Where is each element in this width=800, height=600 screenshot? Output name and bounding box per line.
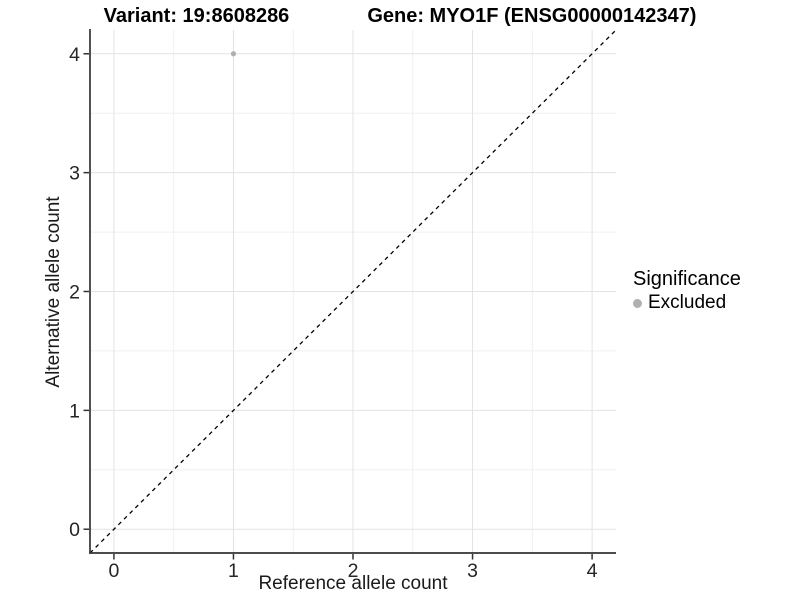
y-axis-title: Alternative allele count — [43, 196, 64, 388]
x-axis-title: Reference allele count — [258, 573, 448, 594]
y-tick-label: 0 — [69, 519, 80, 541]
x-tick-label: 4 — [587, 560, 598, 582]
y-tick-label: 3 — [69, 163, 80, 185]
legend-item-excluded: Excluded — [630, 292, 741, 314]
y-tick-label: 2 — [69, 282, 80, 304]
y-tick-label: 1 — [69, 400, 80, 422]
y-tick-label: 4 — [69, 44, 80, 66]
plot-title: Variant: 19:8608286 Gene: MYO1F (ENSG000… — [0, 4, 800, 28]
legend-title: Significance — [633, 268, 741, 290]
x-tick-label: 0 — [108, 560, 119, 582]
plot-title-gene: Gene: MYO1F (ENSG00000142347) — [367, 4, 697, 27]
x-tick-label: 1 — [228, 560, 239, 582]
x-tick-label: 3 — [467, 560, 478, 582]
legend: Significance Excluded — [630, 267, 741, 314]
plot-title-variant: Variant: 19:8608286 — [103, 4, 290, 27]
excluded-point-icon — [633, 298, 642, 308]
data-point-excluded — [230, 51, 237, 57]
legend-item-label: Excluded — [648, 292, 727, 313]
x-tick-label: 2 — [348, 560, 359, 582]
identity-dashed-line — [89, 29, 617, 554]
